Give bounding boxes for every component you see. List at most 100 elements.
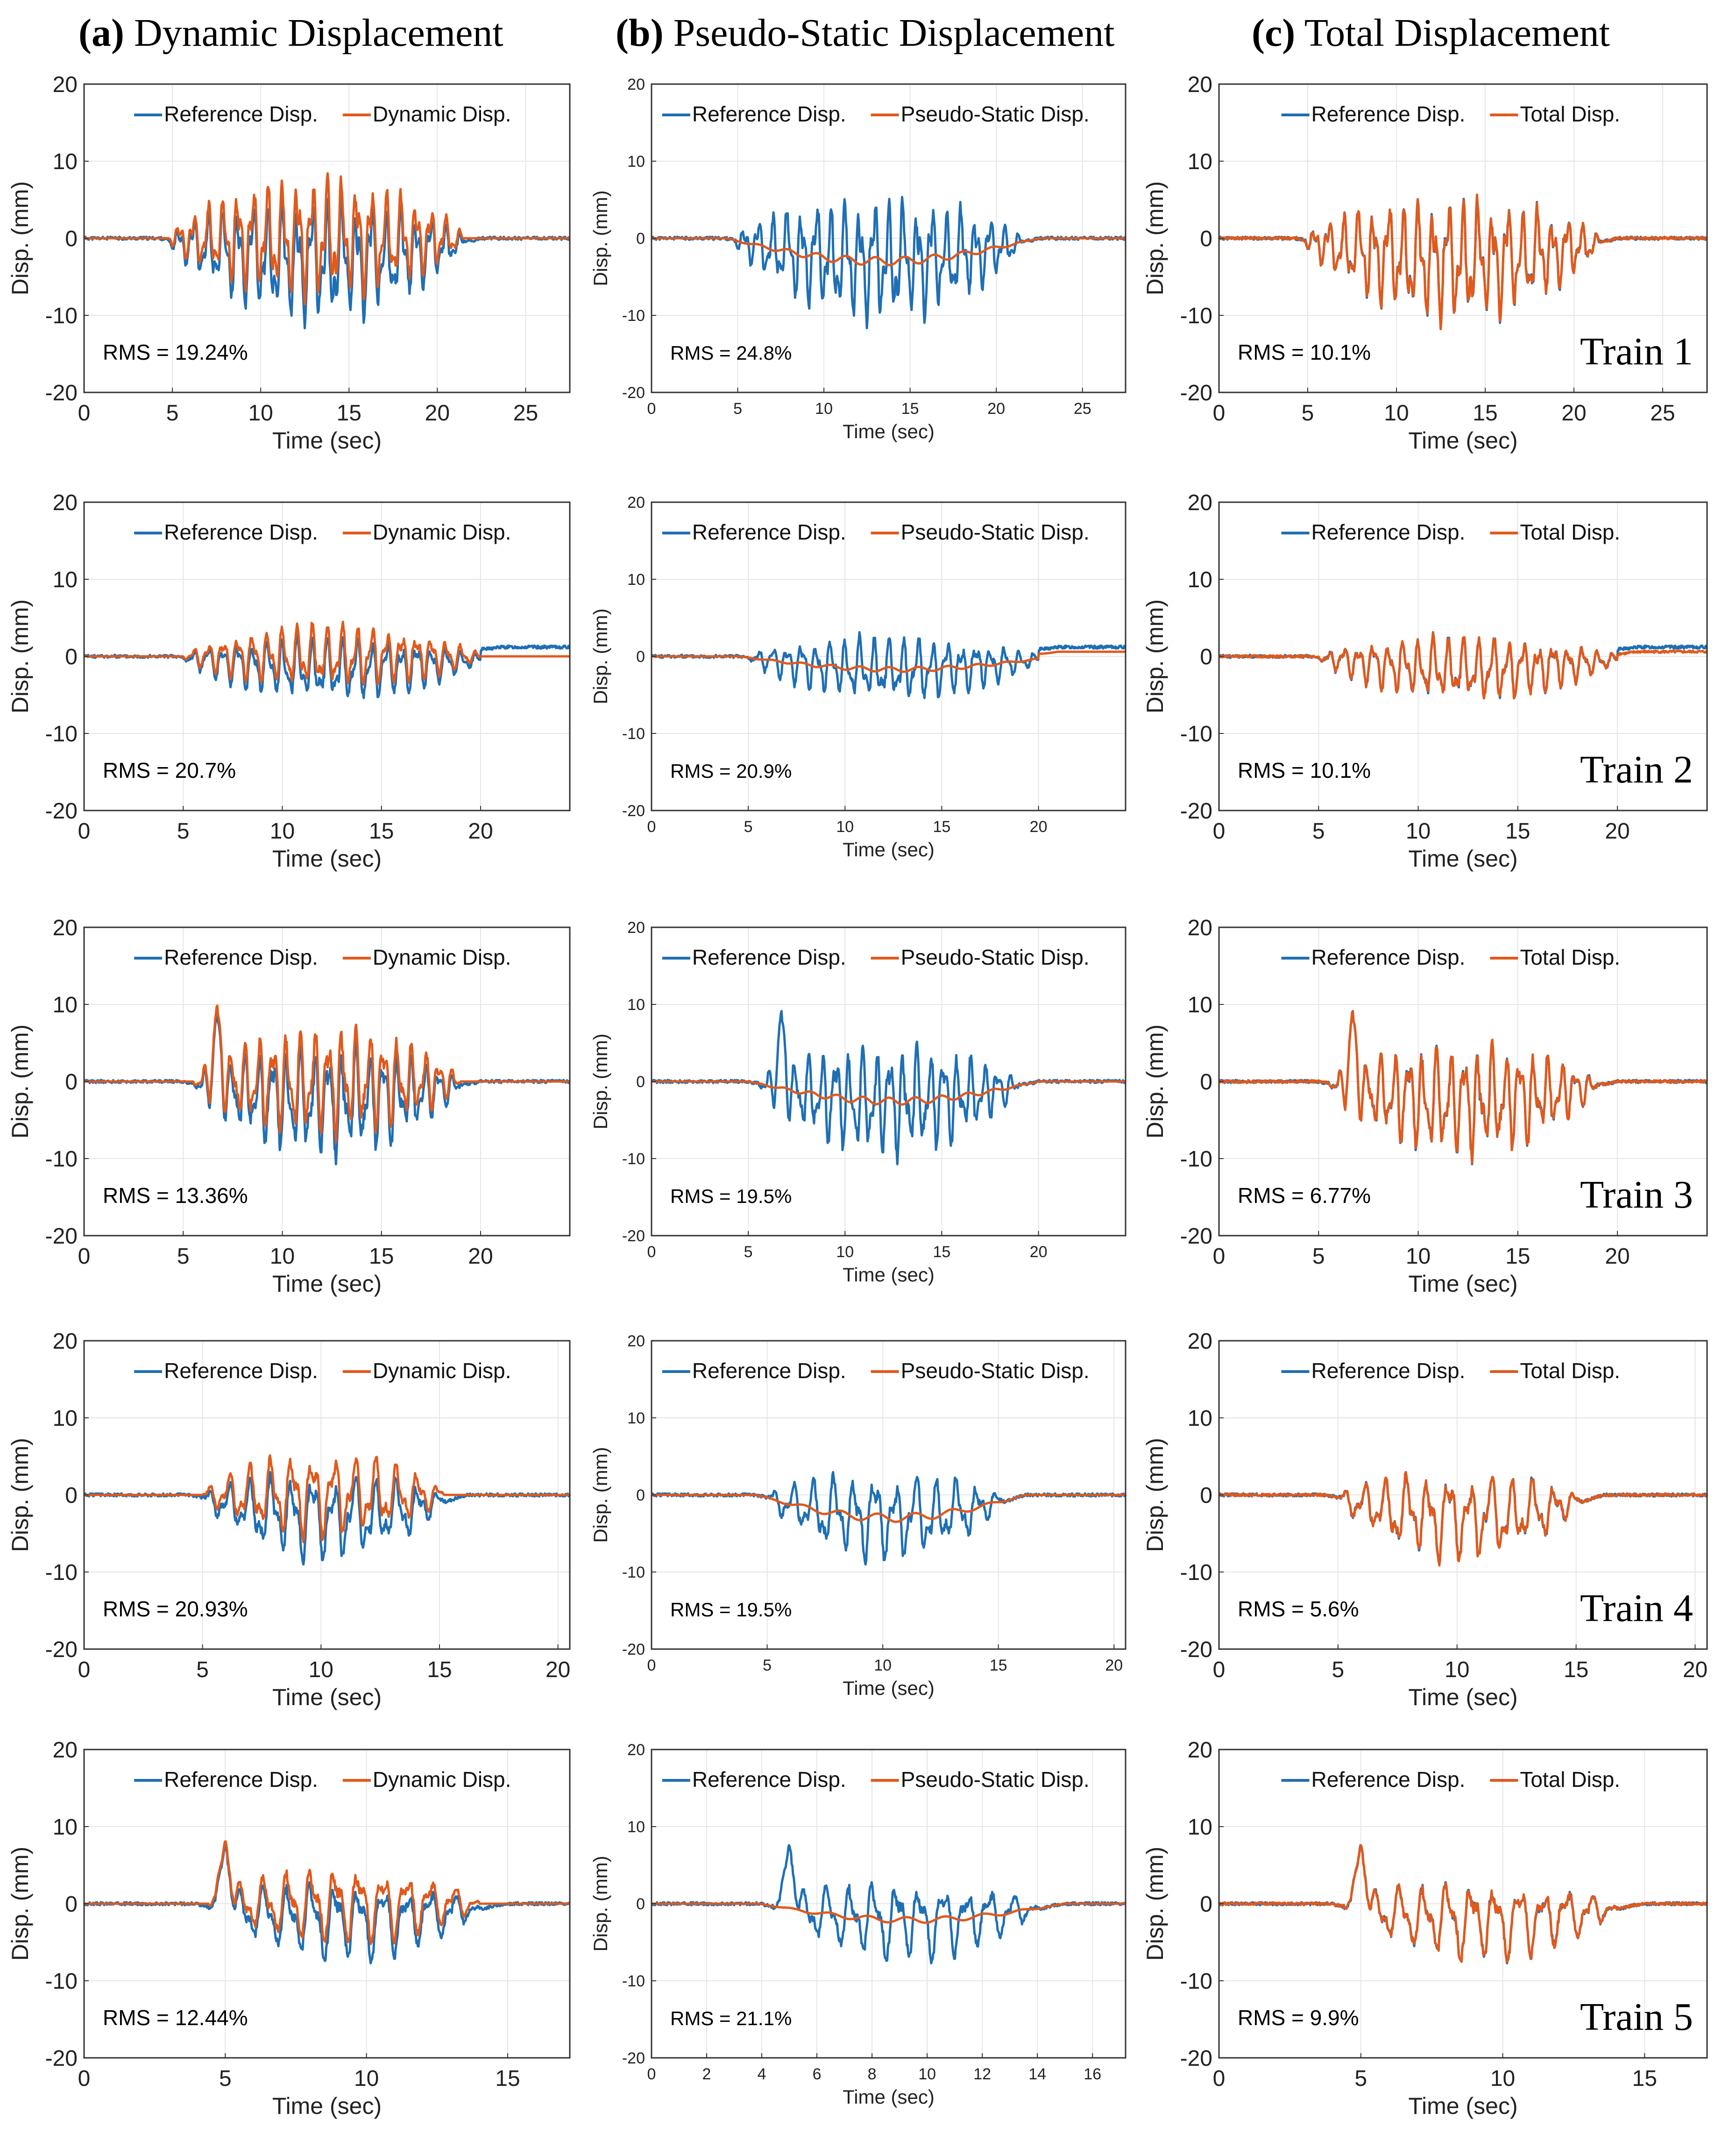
y-tick-label: 20 xyxy=(627,919,645,937)
y-axis-label: Disp. (mm) xyxy=(7,1024,33,1138)
y-tick-label: 20 xyxy=(53,1738,78,1763)
y-tick-label: 10 xyxy=(1188,1815,1212,1840)
x-tick-label: 5 xyxy=(1332,1657,1345,1682)
rms-annotation: RMS = 20.93% xyxy=(103,1597,248,1621)
y-tick-label: -10 xyxy=(45,722,78,747)
x-tick-label: 10 xyxy=(815,400,833,418)
y-axis-label: Disp. (mm) xyxy=(7,181,33,295)
x-tick-label: 14 xyxy=(1028,2065,1046,2083)
legend-label-estimate: Pseudo-Static Disp. xyxy=(901,1359,1090,1383)
x-tick-label: 5 xyxy=(166,401,179,426)
legend-label-estimate: Total Disp. xyxy=(1520,520,1620,544)
series-line-estimate xyxy=(651,1494,1127,1523)
y-tick-label: -20 xyxy=(1180,1637,1212,1662)
x-axis-label: Time (sec) xyxy=(843,2086,935,2108)
rms-annotation: RMS = 10.1% xyxy=(1238,758,1371,782)
y-tick-label: -20 xyxy=(45,381,78,405)
y-tick-label: 10 xyxy=(53,993,78,1017)
y-tick-label: -10 xyxy=(622,1150,645,1168)
legend-label-reference: Reference Disp. xyxy=(164,945,318,969)
y-tick-label: -10 xyxy=(622,307,645,325)
series-line-estimate xyxy=(1218,1010,1708,1164)
chart-r2-c2: 0 5 10 15 20 -20 -10 0 10 20 Time (sec) Disp. (mm) R… xyxy=(589,494,1127,861)
series-line-estimate xyxy=(84,1840,570,1945)
y-tick-label: 10 xyxy=(53,1815,78,1840)
x-tick-label: 5 xyxy=(744,1243,753,1261)
legend-label-estimate: Dynamic Disp. xyxy=(373,520,511,544)
x-tick-label: 20 xyxy=(1030,818,1048,836)
y-tick-label: -10 xyxy=(1180,1969,1212,1994)
y-tick-label: 10 xyxy=(53,568,78,592)
rms-annotation: RMS = 13.36% xyxy=(103,1183,248,1208)
train-label: Train 1 xyxy=(1580,330,1693,373)
y-tick-label: 0 xyxy=(1200,1892,1212,1917)
x-tick-label: 10 xyxy=(1445,1657,1469,1682)
x-tick-label: 0 xyxy=(1213,819,1226,844)
x-tick-label: 15 xyxy=(369,819,394,844)
x-tick-label: 5 xyxy=(744,818,753,836)
y-axis-label: Disp. (mm) xyxy=(7,599,33,713)
train-label: Train 2 xyxy=(1580,748,1693,791)
x-axis-label: Time (sec) xyxy=(1408,2093,1517,2119)
y-tick-label: 0 xyxy=(1200,227,1212,251)
x-axis-label: Time (sec) xyxy=(1408,1271,1517,1297)
x-axis-label: Time (sec) xyxy=(843,839,935,861)
rms-annotation: RMS = 12.44% xyxy=(103,2006,248,2030)
y-axis-label: Disp. (mm) xyxy=(1142,1847,1168,1961)
rms-annotation: RMS = 19.24% xyxy=(103,340,248,364)
chart-r3-c3: 0 5 10 15 20 -20 -10 0 10 20 Time (sec) Disp. (mm) R… xyxy=(1142,916,1708,1297)
chart-r1-c3: 0 5 10 15 20 25 -20 -10 0 10 20 Time (sec) Disp. (mm… xyxy=(1142,72,1708,454)
x-tick-label: 0 xyxy=(647,818,656,836)
series-line-estimate xyxy=(651,237,1127,267)
x-tick-label: 15 xyxy=(933,1243,951,1261)
rms-annotation: RMS = 5.6% xyxy=(1238,1597,1359,1621)
y-tick-label: 0 xyxy=(65,227,78,251)
y-axis-label: Disp. (mm) xyxy=(1142,1438,1168,1552)
x-tick-label: 0 xyxy=(1213,1244,1226,1269)
y-tick-label: 0 xyxy=(636,1073,645,1091)
legend-label-reference: Reference Disp. xyxy=(1311,1359,1466,1383)
legend-label-estimate: Dynamic Disp. xyxy=(373,1359,511,1383)
y-axis-label: Disp. (mm) xyxy=(589,190,611,286)
y-tick-label: 0 xyxy=(1200,1070,1212,1095)
legend-label-estimate: Pseudo-Static Disp. xyxy=(901,945,1090,969)
y-tick-label: -10 xyxy=(622,1564,645,1581)
y-tick-label: 20 xyxy=(1188,1738,1212,1763)
y-tick-label: 0 xyxy=(1200,1483,1212,1508)
series-line-estimate xyxy=(84,172,570,306)
y-tick-label: 10 xyxy=(627,1818,645,1836)
chart-r4-c2: 0 5 10 15 20 -20 -10 0 10 20 Time (sec) Disp. (mm) R… xyxy=(589,1332,1127,1699)
legend-label-reference: Reference Disp. xyxy=(1311,1767,1466,1792)
y-axis-label: Disp. (mm) xyxy=(1142,599,1168,713)
y-axis-label: Disp. (mm) xyxy=(1142,181,1168,295)
legend-label-reference: Reference Disp. xyxy=(1311,102,1466,126)
y-tick-label: -20 xyxy=(45,799,78,824)
x-tick-label: 20 xyxy=(468,819,493,844)
x-tick-label: 5 xyxy=(763,1657,772,1674)
y-tick-label: 20 xyxy=(1188,1329,1212,1354)
x-tick-label: 0 xyxy=(647,1657,656,1674)
y-axis-label: Disp. (mm) xyxy=(589,1033,611,1129)
rms-annotation: RMS = 19.5% xyxy=(670,1599,792,1621)
y-tick-label: 0 xyxy=(1200,645,1212,669)
legend-label-estimate: Dynamic Disp. xyxy=(373,102,511,126)
x-tick-label: 15 xyxy=(933,818,951,836)
x-axis-label: Time (sec) xyxy=(1408,427,1517,454)
legend-label-estimate: Total Disp. xyxy=(1520,102,1620,126)
y-tick-label: -20 xyxy=(1180,2046,1212,2071)
x-tick-label: 25 xyxy=(513,401,538,426)
y-tick-label: -20 xyxy=(622,802,645,820)
y-tick-label: 10 xyxy=(53,1406,78,1431)
y-tick-label: 10 xyxy=(627,571,645,589)
x-tick-label: 20 xyxy=(546,1657,570,1682)
x-tick-label: 15 xyxy=(1564,1657,1588,1682)
chart-r3-c2: 0 5 10 15 20 -20 -10 0 10 20 Time (sec) Disp. (mm) R… xyxy=(589,919,1127,1286)
x-tick-label: 10 xyxy=(918,2065,936,2083)
legend-label-estimate: Total Disp. xyxy=(1520,1767,1620,1792)
x-tick-label: 0 xyxy=(78,1244,91,1269)
rms-annotation: RMS = 21.1% xyxy=(670,2007,792,2029)
y-tick-label: -10 xyxy=(1180,722,1212,747)
x-tick-label: 5 xyxy=(733,400,742,418)
y-tick-label: -10 xyxy=(45,304,78,328)
legend-label-estimate: Total Disp. xyxy=(1520,945,1620,969)
